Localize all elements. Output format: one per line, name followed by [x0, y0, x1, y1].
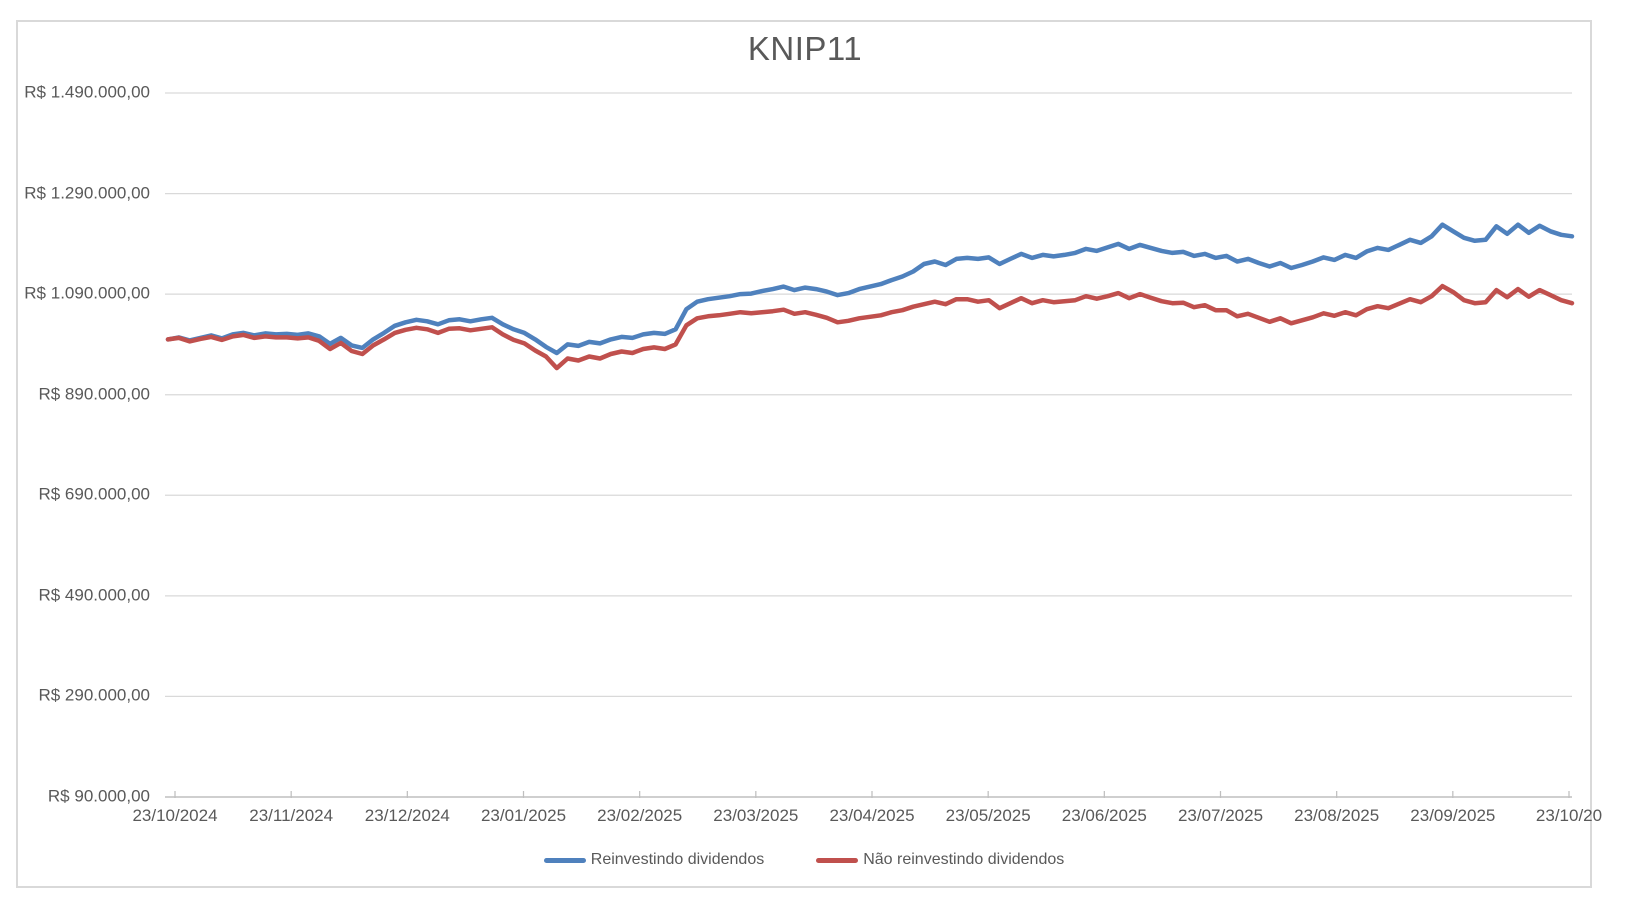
legend-label: Não reinvestindo dividendos [863, 851, 1065, 868]
chart-title: KNIP11 [747, 30, 863, 67]
legend-line-swatch [543, 857, 586, 863]
series-line-n-o-reinvestindo-dividendos [165, 283, 1575, 371]
legend-item: Não reinvestindo dividendos [816, 851, 1064, 869]
legend-line-swatch [816, 857, 859, 863]
chart-frame [16, 20, 1592, 888]
chart-legend: Reinvestindo dividendos Não reinvestindo … [16, 851, 1592, 869]
series-line-reinvestindo-dividendos [165, 222, 1575, 356]
legend-item: Reinvestindo dividendos [543, 851, 765, 869]
legend-label: Reinvestindo dividendos [590, 851, 765, 868]
